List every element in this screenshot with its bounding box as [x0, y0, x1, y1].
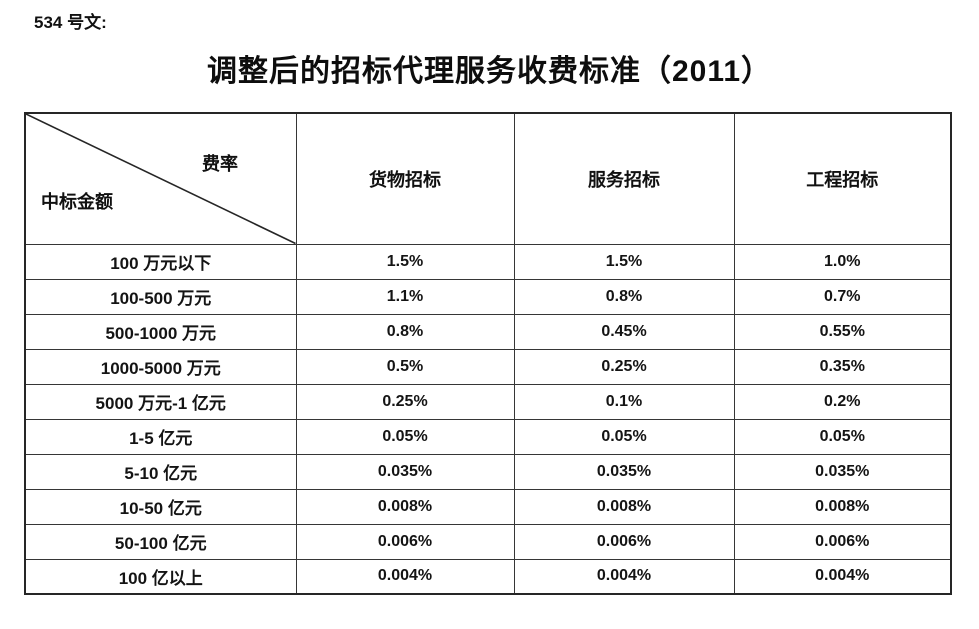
- rate-cell: 0.006%: [295, 523, 515, 560]
- rate-cell: 0.25%: [295, 383, 515, 420]
- table-row: 10-50 亿元 0.008% 0.008% 0.008%: [24, 488, 952, 525]
- table-row: 1-5 亿元 0.05% 0.05% 0.05%: [24, 418, 952, 455]
- column-header-engineering: 工程招标: [733, 112, 952, 245]
- diagonal-divider-line: [26, 114, 296, 244]
- column-header-services: 服务招标: [513, 112, 735, 245]
- rate-cell: 0.8%: [295, 313, 515, 350]
- amount-range-cell: 5000 万元-1 亿元: [24, 383, 297, 420]
- amount-range-cell: 10-50 亿元: [24, 488, 297, 525]
- table-row: 500-1000 万元 0.8% 0.45% 0.55%: [24, 313, 952, 350]
- corner-header-cell: 费率 中标金额: [24, 112, 297, 245]
- rate-cell: 0.035%: [733, 453, 952, 490]
- fee-table: 费率 中标金额 货物招标 服务招标 工程招标 100 万元以下 1.5% 1.5…: [24, 112, 952, 595]
- amount-range-cell: 100 万元以下: [24, 243, 297, 280]
- column-header-goods: 货物招标: [295, 112, 515, 245]
- rate-cell: 0.35%: [733, 348, 952, 385]
- table-row: 5000 万元-1 亿元 0.25% 0.1% 0.2%: [24, 383, 952, 420]
- rate-cell: 0.05%: [513, 418, 735, 455]
- amount-range-cell: 5-10 亿元: [24, 453, 297, 490]
- corner-label-amount: 中标金额: [41, 191, 113, 212]
- rate-cell: 1.5%: [295, 243, 515, 280]
- amount-range-cell: 500-1000 万元: [24, 313, 297, 350]
- rate-cell: 0.2%: [733, 383, 952, 420]
- page-title: 调整后的招标代理服务收费标准（2011）: [206, 55, 773, 88]
- rate-cell: 0.5%: [295, 348, 515, 385]
- rate-cell: 0.008%: [513, 488, 735, 525]
- amount-range-cell: 100-500 万元: [24, 278, 297, 315]
- rate-cell: 0.004%: [733, 558, 952, 595]
- rate-cell: 0.1%: [513, 383, 735, 420]
- rate-cell: 0.55%: [733, 313, 952, 350]
- table-row: 100 万元以下 1.5% 1.5% 1.0%: [24, 243, 952, 280]
- rate-cell: 0.7%: [733, 278, 952, 315]
- rate-cell: 0.05%: [733, 418, 952, 455]
- corner-label-rate: 费率: [202, 154, 238, 174]
- rate-cell: 0.006%: [513, 523, 735, 560]
- amount-range-cell: 1-5 亿元: [24, 418, 297, 455]
- table-row: 100-500 万元 1.1% 0.8% 0.7%: [24, 278, 952, 315]
- rate-cell: 0.008%: [733, 488, 952, 525]
- rate-cell: 0.05%: [295, 418, 515, 455]
- amount-range-cell: 50-100 亿元: [24, 523, 297, 560]
- rate-cell: 1.0%: [733, 243, 952, 280]
- rate-cell: 1.1%: [295, 278, 515, 315]
- table-row: 1000-5000 万元 0.5% 0.25% 0.35%: [24, 348, 952, 385]
- rate-cell: 0.035%: [513, 453, 735, 490]
- rate-cell: 0.25%: [513, 348, 735, 385]
- header-row: 费率 中标金额 货物招标 服务招标 工程招标: [24, 112, 952, 245]
- amount-range-cell: 100 亿以上: [24, 558, 297, 595]
- rate-cell: 0.004%: [513, 558, 735, 595]
- amount-range-cell: 1000-5000 万元: [24, 348, 297, 385]
- table-row: 5-10 亿元 0.035% 0.035% 0.035%: [24, 453, 952, 490]
- table-row: 100 亿以上 0.004% 0.004% 0.004%: [24, 558, 952, 595]
- rate-cell: 0.45%: [513, 313, 735, 350]
- rate-cell: 0.004%: [295, 558, 515, 595]
- rate-cell: 1.5%: [513, 243, 735, 280]
- rate-cell: 0.008%: [295, 488, 515, 525]
- rate-cell: 0.006%: [733, 523, 952, 560]
- doc-number-label: 534 号文:: [34, 13, 107, 32]
- table-row: 50-100 亿元 0.006% 0.006% 0.006%: [24, 523, 952, 560]
- rate-cell: 0.8%: [513, 278, 735, 315]
- rate-cell: 0.035%: [295, 453, 515, 490]
